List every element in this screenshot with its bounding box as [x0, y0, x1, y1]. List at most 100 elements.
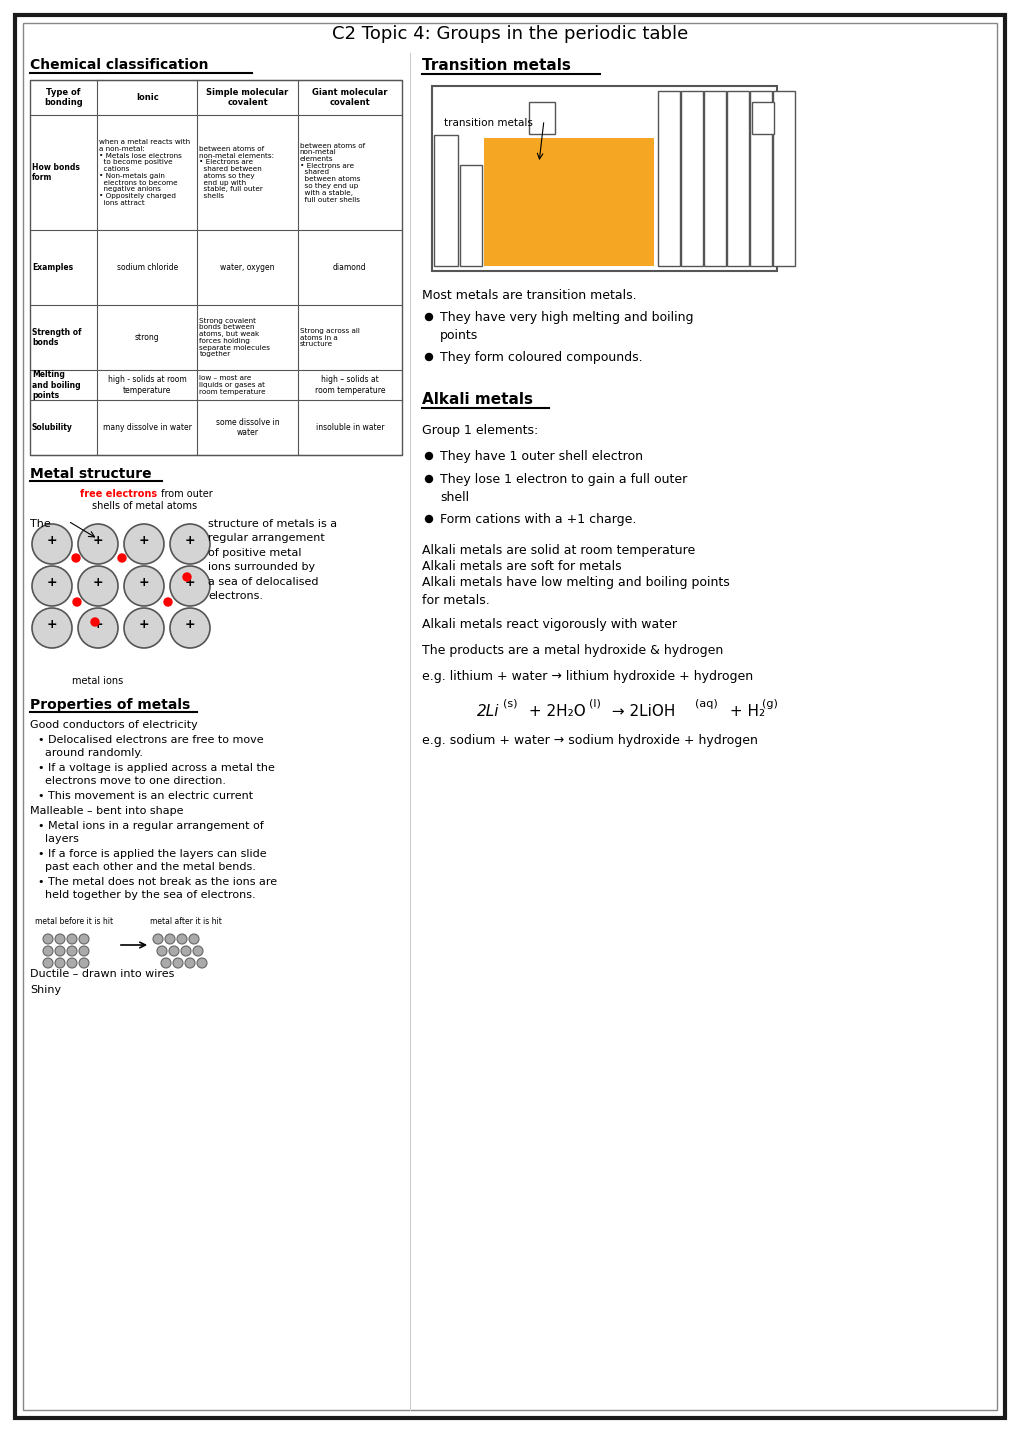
Text: between atoms of
non-metal elements:
• Electrons are
  shared between
  atoms so: between atoms of non-metal elements: • E… [199, 146, 274, 199]
Text: from outer: from outer [158, 489, 213, 499]
Text: • This movement is an electric current: • This movement is an electric current [38, 791, 253, 801]
Circle shape [124, 524, 164, 564]
Circle shape [77, 566, 118, 606]
Circle shape [425, 476, 432, 482]
Circle shape [73, 597, 81, 606]
Text: + H₂: + H₂ [725, 704, 764, 719]
Text: shells of metal atoms: shells of metal atoms [92, 501, 197, 511]
Text: They lose 1 electron to gain a full outer
shell: They lose 1 electron to gain a full oute… [439, 473, 687, 504]
Text: metal after it is hit: metal after it is hit [150, 916, 222, 926]
Text: (g): (g) [761, 698, 777, 709]
Circle shape [67, 958, 76, 968]
Circle shape [78, 947, 89, 957]
Text: Chemical classification: Chemical classification [30, 58, 208, 72]
Text: Strength of
bonds: Strength of bonds [32, 328, 82, 348]
Text: • If a force is applied the layers can slide
  past each other and the metal ben: • If a force is applied the layers can s… [38, 848, 266, 872]
Text: metal ions: metal ions [72, 675, 123, 685]
Circle shape [43, 947, 53, 957]
Text: Properties of metals: Properties of metals [30, 698, 191, 711]
Text: Ionic: Ionic [136, 92, 158, 102]
Bar [432, 87, 776, 271]
Text: Malleable – bent into shape: Malleable – bent into shape [30, 807, 183, 815]
Circle shape [77, 524, 118, 564]
Text: water, oxygen: water, oxygen [220, 263, 274, 271]
Text: Type of
bonding: Type of bonding [44, 88, 83, 107]
Circle shape [153, 934, 163, 944]
Circle shape [197, 958, 207, 968]
Text: Giant molecular
covalent: Giant molecular covalent [312, 88, 387, 107]
Circle shape [170, 608, 210, 648]
Text: e.g. lithium + water → lithium hydroxide + hydrogen: e.g. lithium + water → lithium hydroxide… [422, 670, 752, 683]
Circle shape [180, 947, 191, 957]
Circle shape [55, 934, 65, 944]
Circle shape [55, 958, 65, 968]
Circle shape [91, 618, 99, 626]
Text: Strong across all
atoms in a
structure: Strong across all atoms in a structure [300, 328, 360, 348]
Circle shape [164, 597, 172, 606]
Circle shape [184, 958, 195, 968]
Text: Alkali metals are solid at room temperature: Alkali metals are solid at room temperat… [422, 544, 695, 557]
Circle shape [170, 566, 210, 606]
Text: +: + [139, 577, 149, 590]
Bar [30, 79, 401, 455]
Circle shape [157, 947, 167, 957]
Circle shape [193, 947, 203, 957]
Circle shape [77, 608, 118, 648]
Bar [772, 91, 794, 266]
Circle shape [177, 934, 186, 944]
Text: They have 1 outer shell electron: They have 1 outer shell electron [439, 450, 642, 463]
Circle shape [425, 453, 432, 459]
Circle shape [165, 934, 175, 944]
Circle shape [55, 947, 65, 957]
Text: diamond: diamond [333, 263, 367, 271]
Text: The: The [30, 519, 51, 530]
Bar [433, 136, 458, 266]
Text: +: + [184, 534, 195, 547]
Text: How bonds
form: How bonds form [32, 163, 79, 182]
Circle shape [67, 934, 76, 944]
Text: high – solids at
room temperature: high – solids at room temperature [314, 375, 385, 395]
Circle shape [170, 524, 210, 564]
Text: (l): (l) [588, 698, 600, 709]
Circle shape [32, 608, 72, 648]
Text: transition metals: transition metals [443, 118, 532, 128]
Circle shape [67, 947, 76, 957]
Text: strong: strong [135, 333, 159, 342]
Bar [749, 91, 771, 266]
Text: Group 1 elements:: Group 1 elements: [422, 424, 538, 437]
Text: They form coloured compounds.: They form coloured compounds. [439, 351, 642, 364]
Text: C2 Topic 4: Groups in the periodic table: C2 Topic 4: Groups in the periodic table [331, 25, 688, 43]
Bar [751, 102, 773, 134]
Text: Simple molecular
covalent: Simple molecular covalent [206, 88, 288, 107]
Text: +: + [93, 534, 103, 547]
Text: +: + [47, 577, 57, 590]
Text: +: + [184, 577, 195, 590]
Text: +: + [47, 619, 57, 632]
Text: (s): (s) [502, 698, 517, 709]
Text: Examples: Examples [32, 263, 73, 271]
Text: insoluble in water: insoluble in water [315, 423, 384, 431]
Circle shape [72, 554, 79, 561]
Text: free electrons: free electrons [79, 489, 157, 499]
Text: metal before it is hit: metal before it is hit [35, 916, 113, 926]
Text: structure of metals is a
regular arrangement
of positive metal
ions surrounded b: structure of metals is a regular arrange… [208, 519, 337, 600]
Bar [529, 102, 554, 134]
Text: → 2LiOH: → 2LiOH [606, 704, 675, 719]
Circle shape [32, 566, 72, 606]
Bar [681, 91, 702, 266]
Circle shape [173, 958, 182, 968]
Text: Solubility: Solubility [32, 423, 72, 431]
Text: (aq): (aq) [694, 698, 717, 709]
Text: +: + [139, 619, 149, 632]
Circle shape [43, 934, 53, 944]
Bar [657, 91, 680, 266]
Text: +: + [139, 534, 149, 547]
Text: between atoms of
non-metal
elements
• Electrons are
  shared
  between atoms
  s: between atoms of non-metal elements • El… [300, 143, 365, 202]
Text: +: + [93, 619, 103, 632]
Text: Ductile – drawn into wires: Ductile – drawn into wires [30, 970, 174, 978]
Text: The products are a metal hydroxide & hydrogen: The products are a metal hydroxide & hyd… [422, 644, 722, 657]
Text: 2Li: 2Li [477, 704, 499, 719]
Text: Shiny: Shiny [30, 986, 61, 996]
Text: some dissolve in
water: some dissolve in water [216, 418, 279, 437]
Circle shape [124, 566, 164, 606]
